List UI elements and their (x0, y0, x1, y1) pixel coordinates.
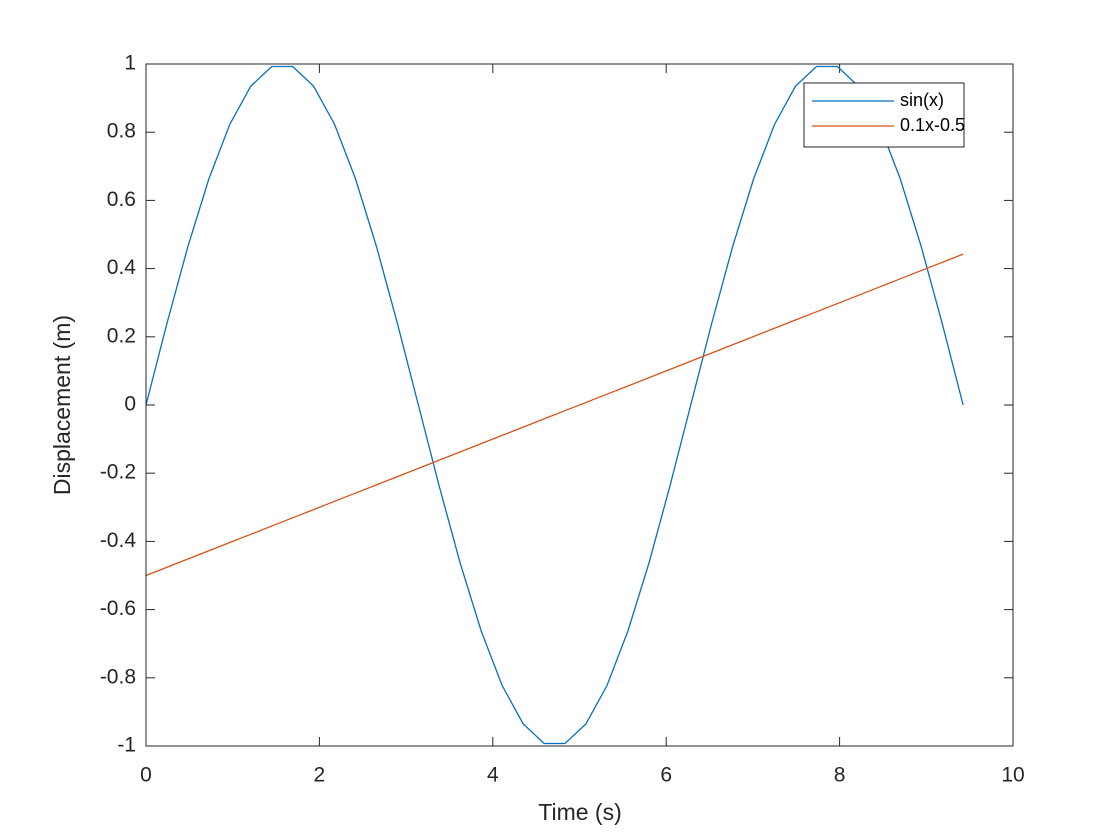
y-tick-label: 0.4 (107, 256, 137, 279)
y-tick-label: 0.8 (107, 120, 136, 143)
y-axis-label: Displacement (m) (49, 315, 75, 495)
x-tick-label: 6 (660, 764, 672, 787)
x-tick-label: 10 (1001, 764, 1024, 787)
y-tick-label: -0.6 (100, 597, 136, 620)
y-tick-label: 0 (124, 393, 136, 416)
legend-label: 0.1x-0.5 (900, 115, 965, 135)
y-tick-label: 1 (124, 52, 136, 75)
y-tick-label: -1 (117, 734, 136, 757)
x-tick-label: 2 (314, 764, 326, 787)
y-tick-label: -0.2 (100, 461, 136, 484)
legend-label: sin(x) (900, 90, 944, 110)
y-tick-label: -0.8 (100, 665, 136, 688)
x-tick-label: 4 (487, 764, 499, 787)
series-line (145, 65, 964, 745)
axes-box (145, 63, 1014, 747)
x-tick-label: 8 (834, 764, 846, 787)
series-line (145, 253, 964, 577)
y-tick-label: 0.6 (107, 188, 136, 211)
legend: sin(x) 0.1x-0.5 (803, 82, 965, 148)
x-axis-label: Time (s) (538, 799, 621, 825)
y-tick-label: 0.2 (107, 324, 136, 347)
legend-box (803, 82, 965, 148)
y-tick-label: -0.4 (100, 529, 137, 552)
x-tick-label: 0 (140, 764, 152, 787)
